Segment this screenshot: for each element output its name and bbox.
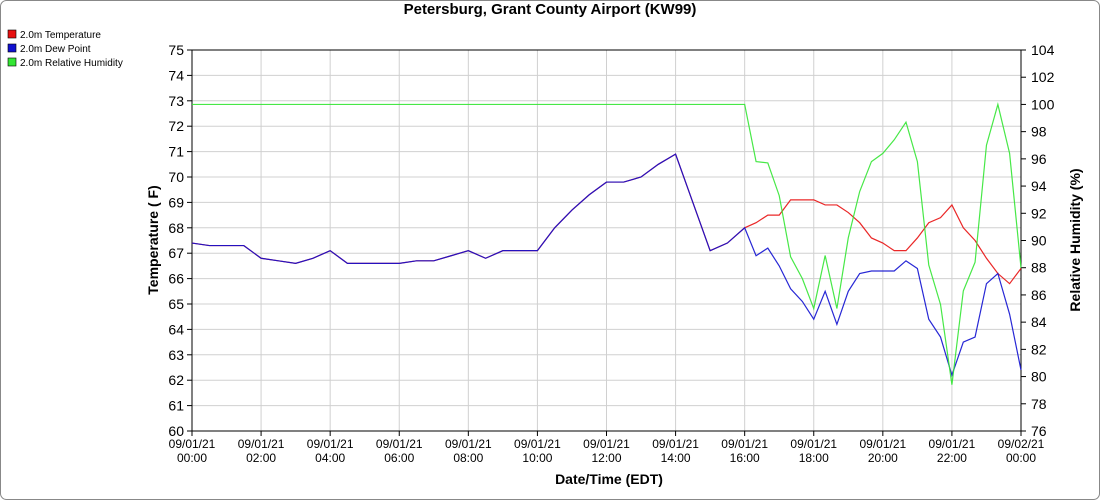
x-tick-label: 09/01/21 20:00: [859, 437, 906, 465]
y-tick-label: 68: [168, 220, 184, 236]
y-tick-label: 75: [168, 42, 184, 58]
y-tick-label: 69: [168, 194, 184, 210]
x-tick-label: 09/01/21 02:00: [238, 437, 285, 465]
y2-tick-label: 84: [1031, 314, 1047, 330]
x-tick-label: 09/01/21 00:00: [169, 437, 216, 465]
y2-tick-label: 100: [1031, 96, 1055, 112]
x-tick-label: 09/02/21 00:00: [998, 437, 1045, 465]
x-tick-label: 09/01/21 08:00: [445, 437, 492, 465]
chart-title: Petersburg, Grant County Airport (KW99): [404, 1, 697, 18]
y2-tick-label: 82: [1031, 341, 1047, 357]
series-line: [191, 153, 1022, 378]
y2-tick-label: 94: [1031, 178, 1047, 194]
y-tick-label: 62: [168, 372, 184, 388]
y-tick-label: 70: [168, 169, 184, 185]
x-tick-label: 09/01/21 22:00: [929, 437, 976, 465]
y-tick-label: 73: [168, 93, 184, 109]
x-tick-label: 09/01/21 06:00: [376, 437, 423, 465]
y2-tick-label: 98: [1031, 124, 1047, 140]
x-tick-label: 09/01/21 16:00: [721, 437, 768, 465]
legend-swatch: [7, 43, 17, 53]
y-tick-label: 64: [168, 321, 184, 337]
legend-label: 2.0m Relative Humidity: [20, 58, 123, 69]
plot-area: [191, 49, 1022, 432]
y2-tick-label: 78: [1031, 396, 1047, 412]
y2-tick-label: 96: [1031, 151, 1047, 167]
y2-tick-label: 86: [1031, 287, 1047, 303]
y2-tick-label: 104: [1031, 42, 1055, 58]
series-line: [192, 102, 1022, 385]
y2-tick-label: 76: [1031, 423, 1047, 439]
y-tick-label: 65: [168, 296, 184, 312]
x-tick-label: 09/01/21 04:00: [307, 437, 354, 465]
legend-swatch: [7, 29, 17, 39]
x-tick-label: 09/01/21 18:00: [790, 437, 837, 465]
x-axis-title: Date/Time (EDT): [555, 471, 663, 487]
x-tick-label: 09/01/21 10:00: [514, 437, 561, 465]
y-tick-label: 60: [168, 423, 184, 439]
legend-label: 2.0m Dew Point: [20, 44, 91, 55]
legend-swatch: [7, 57, 17, 67]
y2-axis-title: Relative Humidity (%): [1067, 168, 1083, 311]
y-tick-label: 67: [168, 245, 184, 261]
y-tick-label: 63: [168, 347, 184, 363]
x-tick-label: 09/01/21 14:00: [652, 437, 699, 465]
y2-tick-label: 102: [1031, 69, 1055, 85]
y-tick-label: 74: [168, 67, 184, 83]
y-tick-label: 61: [168, 398, 184, 414]
legend-label: 2.0m Temperature: [20, 30, 101, 41]
y2-tick-label: 90: [1031, 233, 1047, 249]
x-tick-label: 09/01/21 12:00: [583, 437, 630, 465]
y2-tick-label: 92: [1031, 205, 1047, 221]
y-tick-label: 66: [168, 271, 184, 287]
y-tick-label: 71: [168, 144, 184, 160]
y-axis-title: Temperature ( F): [145, 185, 161, 294]
y-tick-label: 72: [168, 118, 184, 134]
y2-tick-label: 88: [1031, 260, 1047, 276]
y2-tick-label: 80: [1031, 369, 1047, 385]
